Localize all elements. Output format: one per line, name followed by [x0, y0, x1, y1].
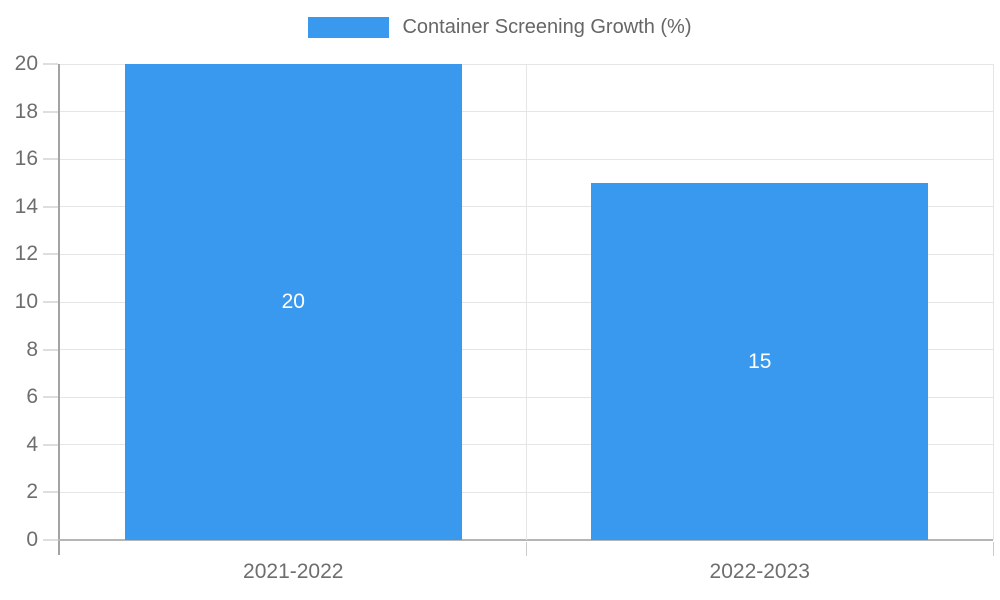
y-axis-tick [43, 205, 58, 208]
y-axis-tick [43, 396, 58, 399]
y-axis-tick [43, 158, 58, 161]
bar-2022-2023[interactable] [591, 183, 929, 540]
y-axis-tick [43, 539, 58, 541]
bar-2021-2022[interactable] [124, 64, 462, 540]
y-axis-tick [43, 253, 58, 256]
y-tick-label: 6 [26, 385, 38, 409]
legend-label: Container Screening Growth (%) [402, 16, 692, 38]
x-tick-label-2022-2023: 2022-2023 [709, 560, 810, 583]
y-tick-label: 14 [14, 194, 38, 218]
y-tick-label: 18 [14, 99, 38, 123]
y-tick-label: 8 [26, 337, 38, 361]
gridline-x-boundary [992, 64, 994, 540]
y-tick-label: 0 [26, 528, 38, 551]
y-tick-label: 10 [14, 290, 38, 313]
gridline-x-boundary [526, 64, 527, 540]
chart-legend: Container Screening Growth (%) [0, 16, 1000, 39]
y-tick-label: 12 [14, 242, 38, 266]
bar-value-label: 20 [281, 290, 305, 313]
y-tick-label: 2 [26, 480, 38, 504]
x-axis-line [58, 539, 993, 541]
y-axis-line [58, 64, 60, 555]
x-tick-label-2021-2022: 2021-2022 [243, 560, 344, 583]
y-tick-label: 4 [26, 432, 38, 456]
x-axis-tick [992, 542, 994, 556]
legend-item[interactable]: Container Screening Growth (%) [308, 16, 692, 39]
legend-swatch [308, 17, 390, 38]
y-axis-tick [43, 348, 58, 351]
y-axis-tick [43, 63, 58, 65]
y-axis-tick [43, 491, 58, 494]
plot-area: 20 15 [60, 63, 994, 540]
x-axis-tick [526, 542, 527, 556]
y-axis-tick [43, 301, 58, 303]
y-tick-label: 16 [14, 147, 38, 171]
y-tick-label: 20 [14, 52, 38, 75]
y-axis-tick [43, 443, 58, 446]
bar-value-label: 15 [748, 349, 772, 373]
y-axis-tick [43, 110, 58, 113]
